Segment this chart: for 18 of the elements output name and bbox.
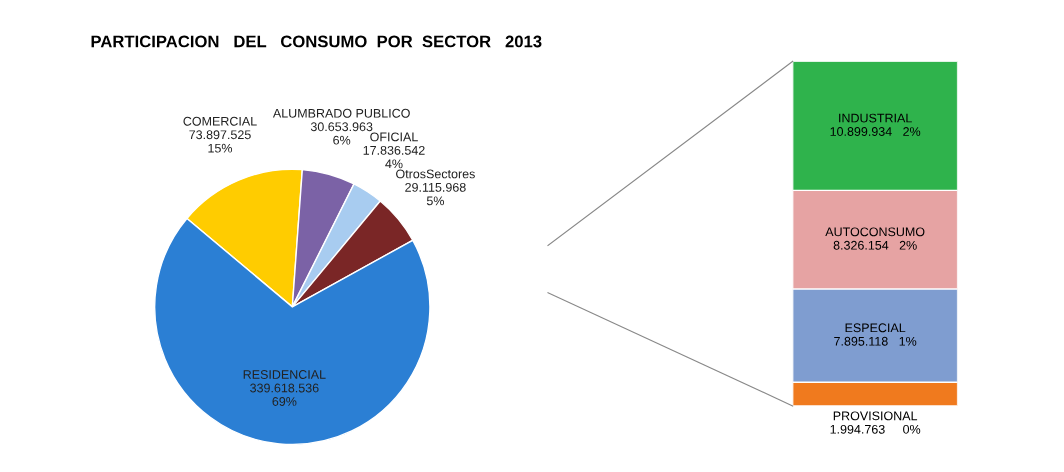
slice-label: RESIDENCIAL: [243, 370, 326, 379]
data-label: 339.618.536 69%: [250, 383, 319, 406]
slice-label: ALUMBRADO PUBLICO: [272, 108, 410, 118]
data-label: 10.899.934 2%: [830, 127, 921, 136]
data-label: 7.895.118 1%: [834, 336, 917, 346]
data-label: 8.326.154 2%: [833, 240, 917, 250]
slice-label: OFICIAL: [370, 132, 418, 142]
slice-label: COMERCIAL: [183, 116, 257, 126]
series-label: AUTOCONSUMO: [825, 227, 925, 237]
data-label: 17.836.542 4%: [363, 145, 425, 169]
slice-label: OtrosSectores: [396, 169, 475, 179]
chart-title: PARTICIPACION DEL CONSUMO POR SECTOR 2013: [91, 35, 542, 48]
data-label: 1.994.763 0%: [830, 424, 921, 434]
series-label: INDUSTRIAL: [839, 113, 912, 123]
data-label: 73.897.525 15%: [189, 130, 251, 153]
series-label: ESPECIAL: [845, 323, 906, 333]
series-label: PROVISIONAL: [833, 411, 918, 421]
data-label: 29.115.968 5%: [405, 182, 466, 206]
